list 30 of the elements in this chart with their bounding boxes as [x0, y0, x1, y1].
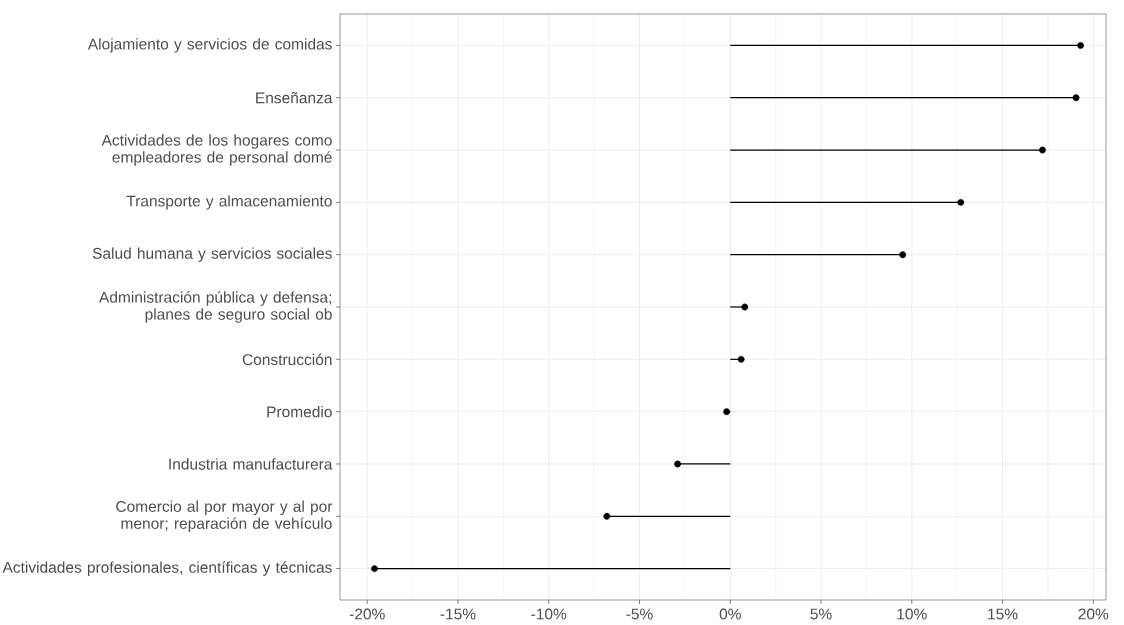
point	[741, 303, 749, 311]
y-tick-label: Alojamiento y servicios de comidas	[87, 38, 332, 53]
y-tick-label: Industria manufacturera	[169, 458, 333, 470]
y-tick-label: Actividades profesionales, científicas y técnicas	[2, 561, 332, 576]
point	[603, 512, 611, 520]
point	[899, 251, 907, 259]
y-tick-label: Actividades de los hogares como empleadores de personal domé	[101, 134, 332, 166]
x-tick-label: -10%	[531, 608, 567, 620]
x-tick-label: -15%	[440, 608, 476, 620]
x-tick-label: -20%	[349, 608, 385, 620]
y-tick-label: Enseñanza	[256, 92, 333, 104]
x-tick-label: 10%	[897, 608, 927, 620]
x-tick-label: 0%	[719, 608, 741, 620]
y-tick-label: Transporte y almacenamiento	[126, 195, 332, 210]
x-tick-label: 15%	[988, 608, 1018, 620]
x-tick-label: 20%	[1078, 608, 1109, 620]
x-tick-label: 5%	[810, 608, 832, 620]
point	[371, 565, 378, 573]
y-tick-label: Comercio al por mayor y al por menor; reparación de vehículo	[116, 500, 333, 533]
point	[1039, 146, 1046, 154]
point	[737, 355, 745, 363]
y-tick-label: Promedio	[267, 405, 332, 418]
y-tick-label: Administración pública y defensa; planes de seguro social ob	[99, 291, 332, 323]
point	[1072, 94, 1080, 102]
point	[1077, 42, 1084, 49]
point	[957, 198, 965, 206]
x-tick-label: -5%	[626, 608, 653, 620]
y-tick-label: Salud humana y servicios sociales	[92, 247, 332, 262]
y-tick-label: Construcción	[242, 353, 332, 366]
point	[674, 460, 682, 468]
